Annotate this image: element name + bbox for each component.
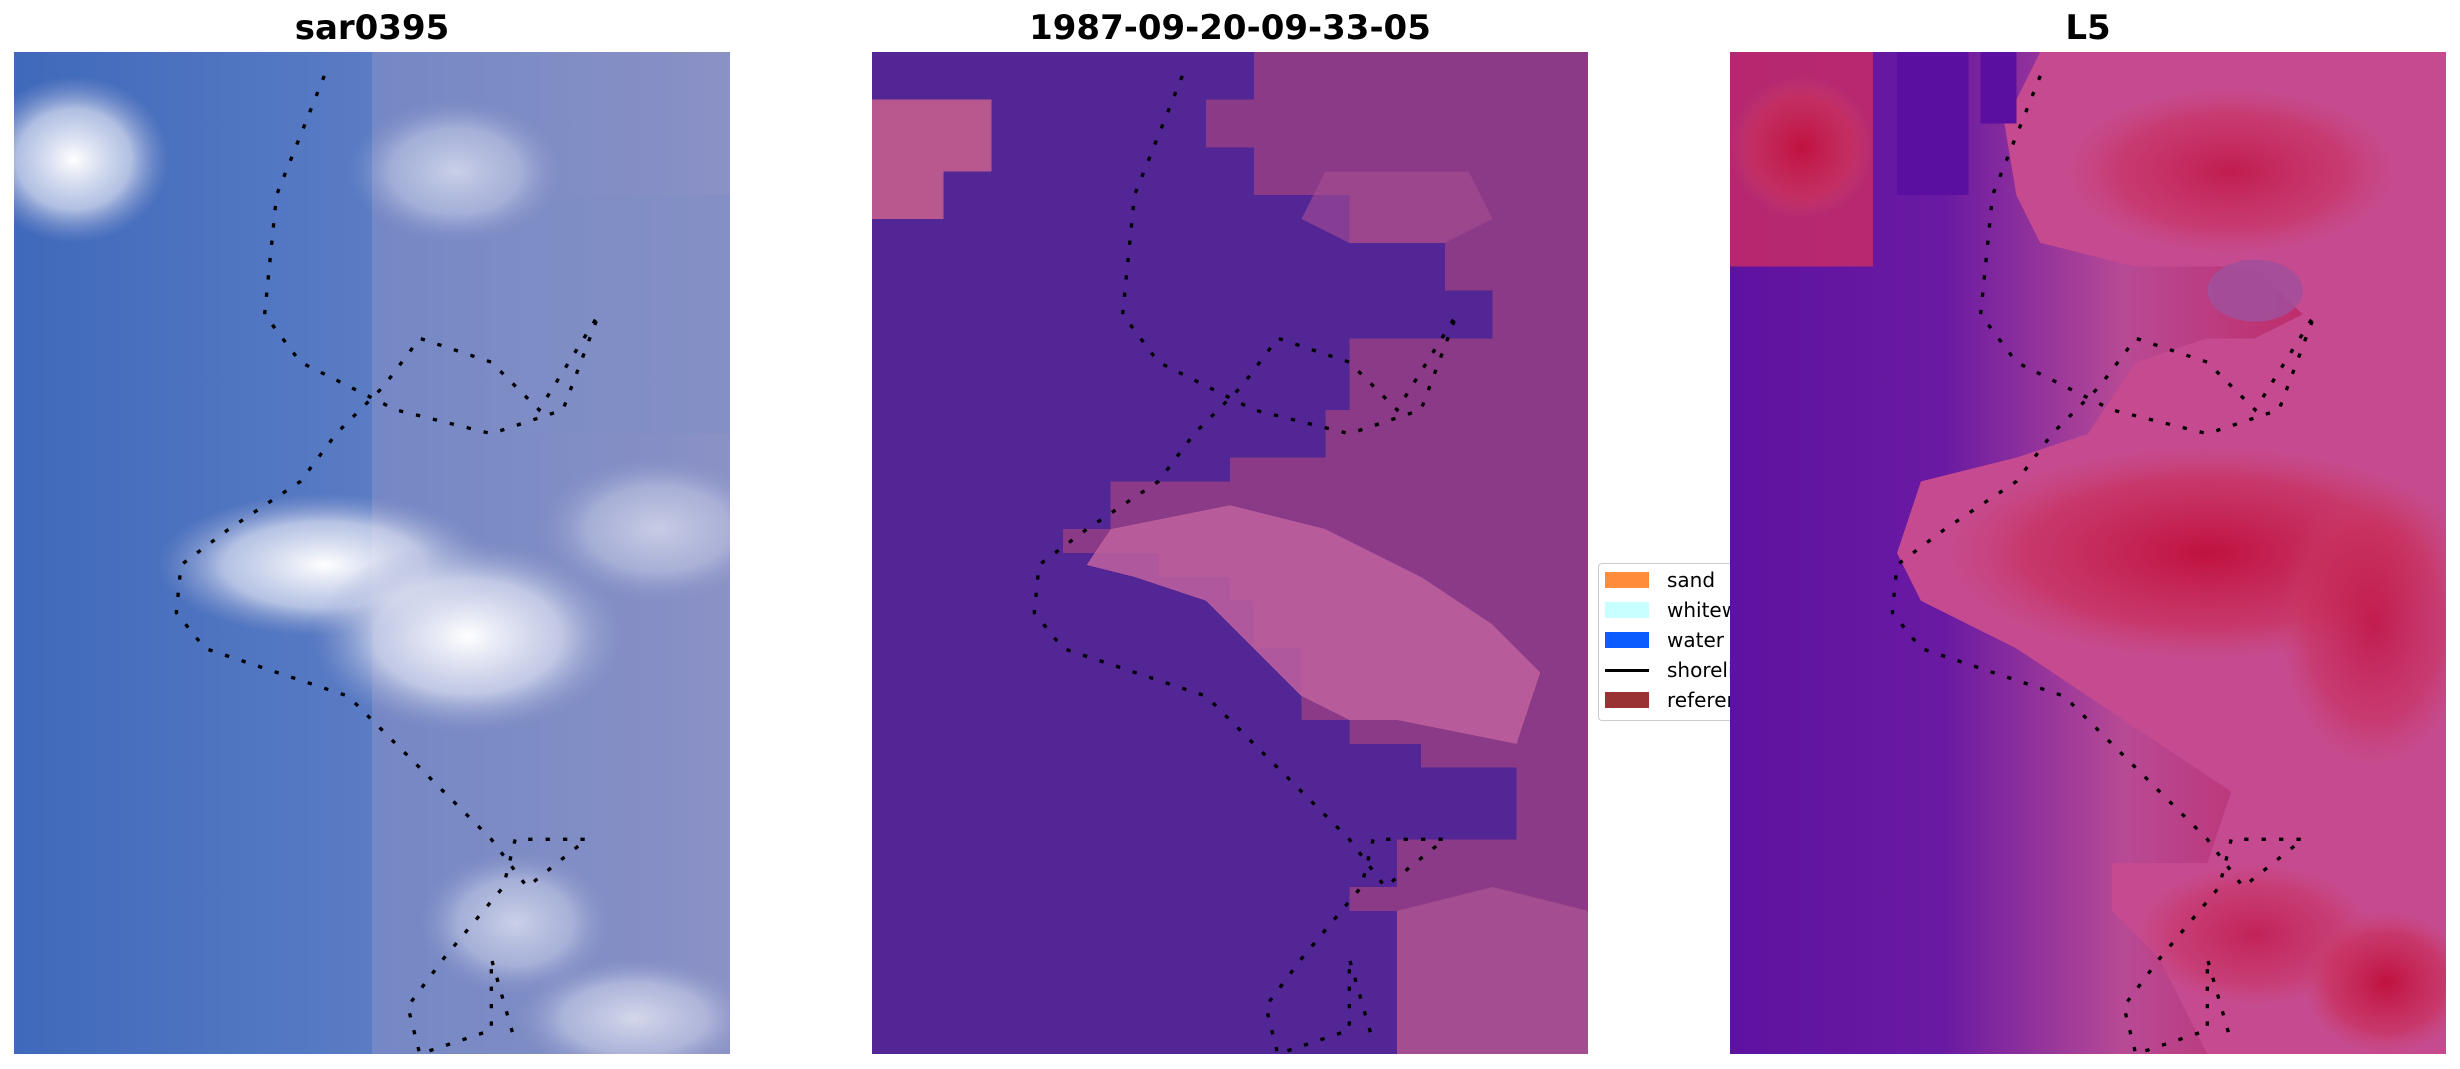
legend-label: sand <box>1667 568 1716 592</box>
sand-swatch <box>1605 572 1649 588</box>
classification-panel <box>872 52 1588 1054</box>
index-map-panel <box>1730 52 2446 1054</box>
legend-label: water <box>1667 628 1724 652</box>
rgb-image-panel <box>14 52 730 1054</box>
water-swatch <box>1605 632 1649 648</box>
panel-title-date: 1987-09-20-09-33-05 <box>1029 8 1431 48</box>
panel-title-sar: sar0395 <box>294 8 450 48</box>
shoreline-line-swatch <box>1605 669 1649 672</box>
whitewater-swatch <box>1605 602 1649 618</box>
reference-shoreline-swatch <box>1605 692 1649 708</box>
panel-title-index: L5 <box>2065 8 2111 48</box>
legend-label: reference shoreline <box>1667 688 1734 712</box>
legend-label: shoreline <box>1667 658 1734 682</box>
